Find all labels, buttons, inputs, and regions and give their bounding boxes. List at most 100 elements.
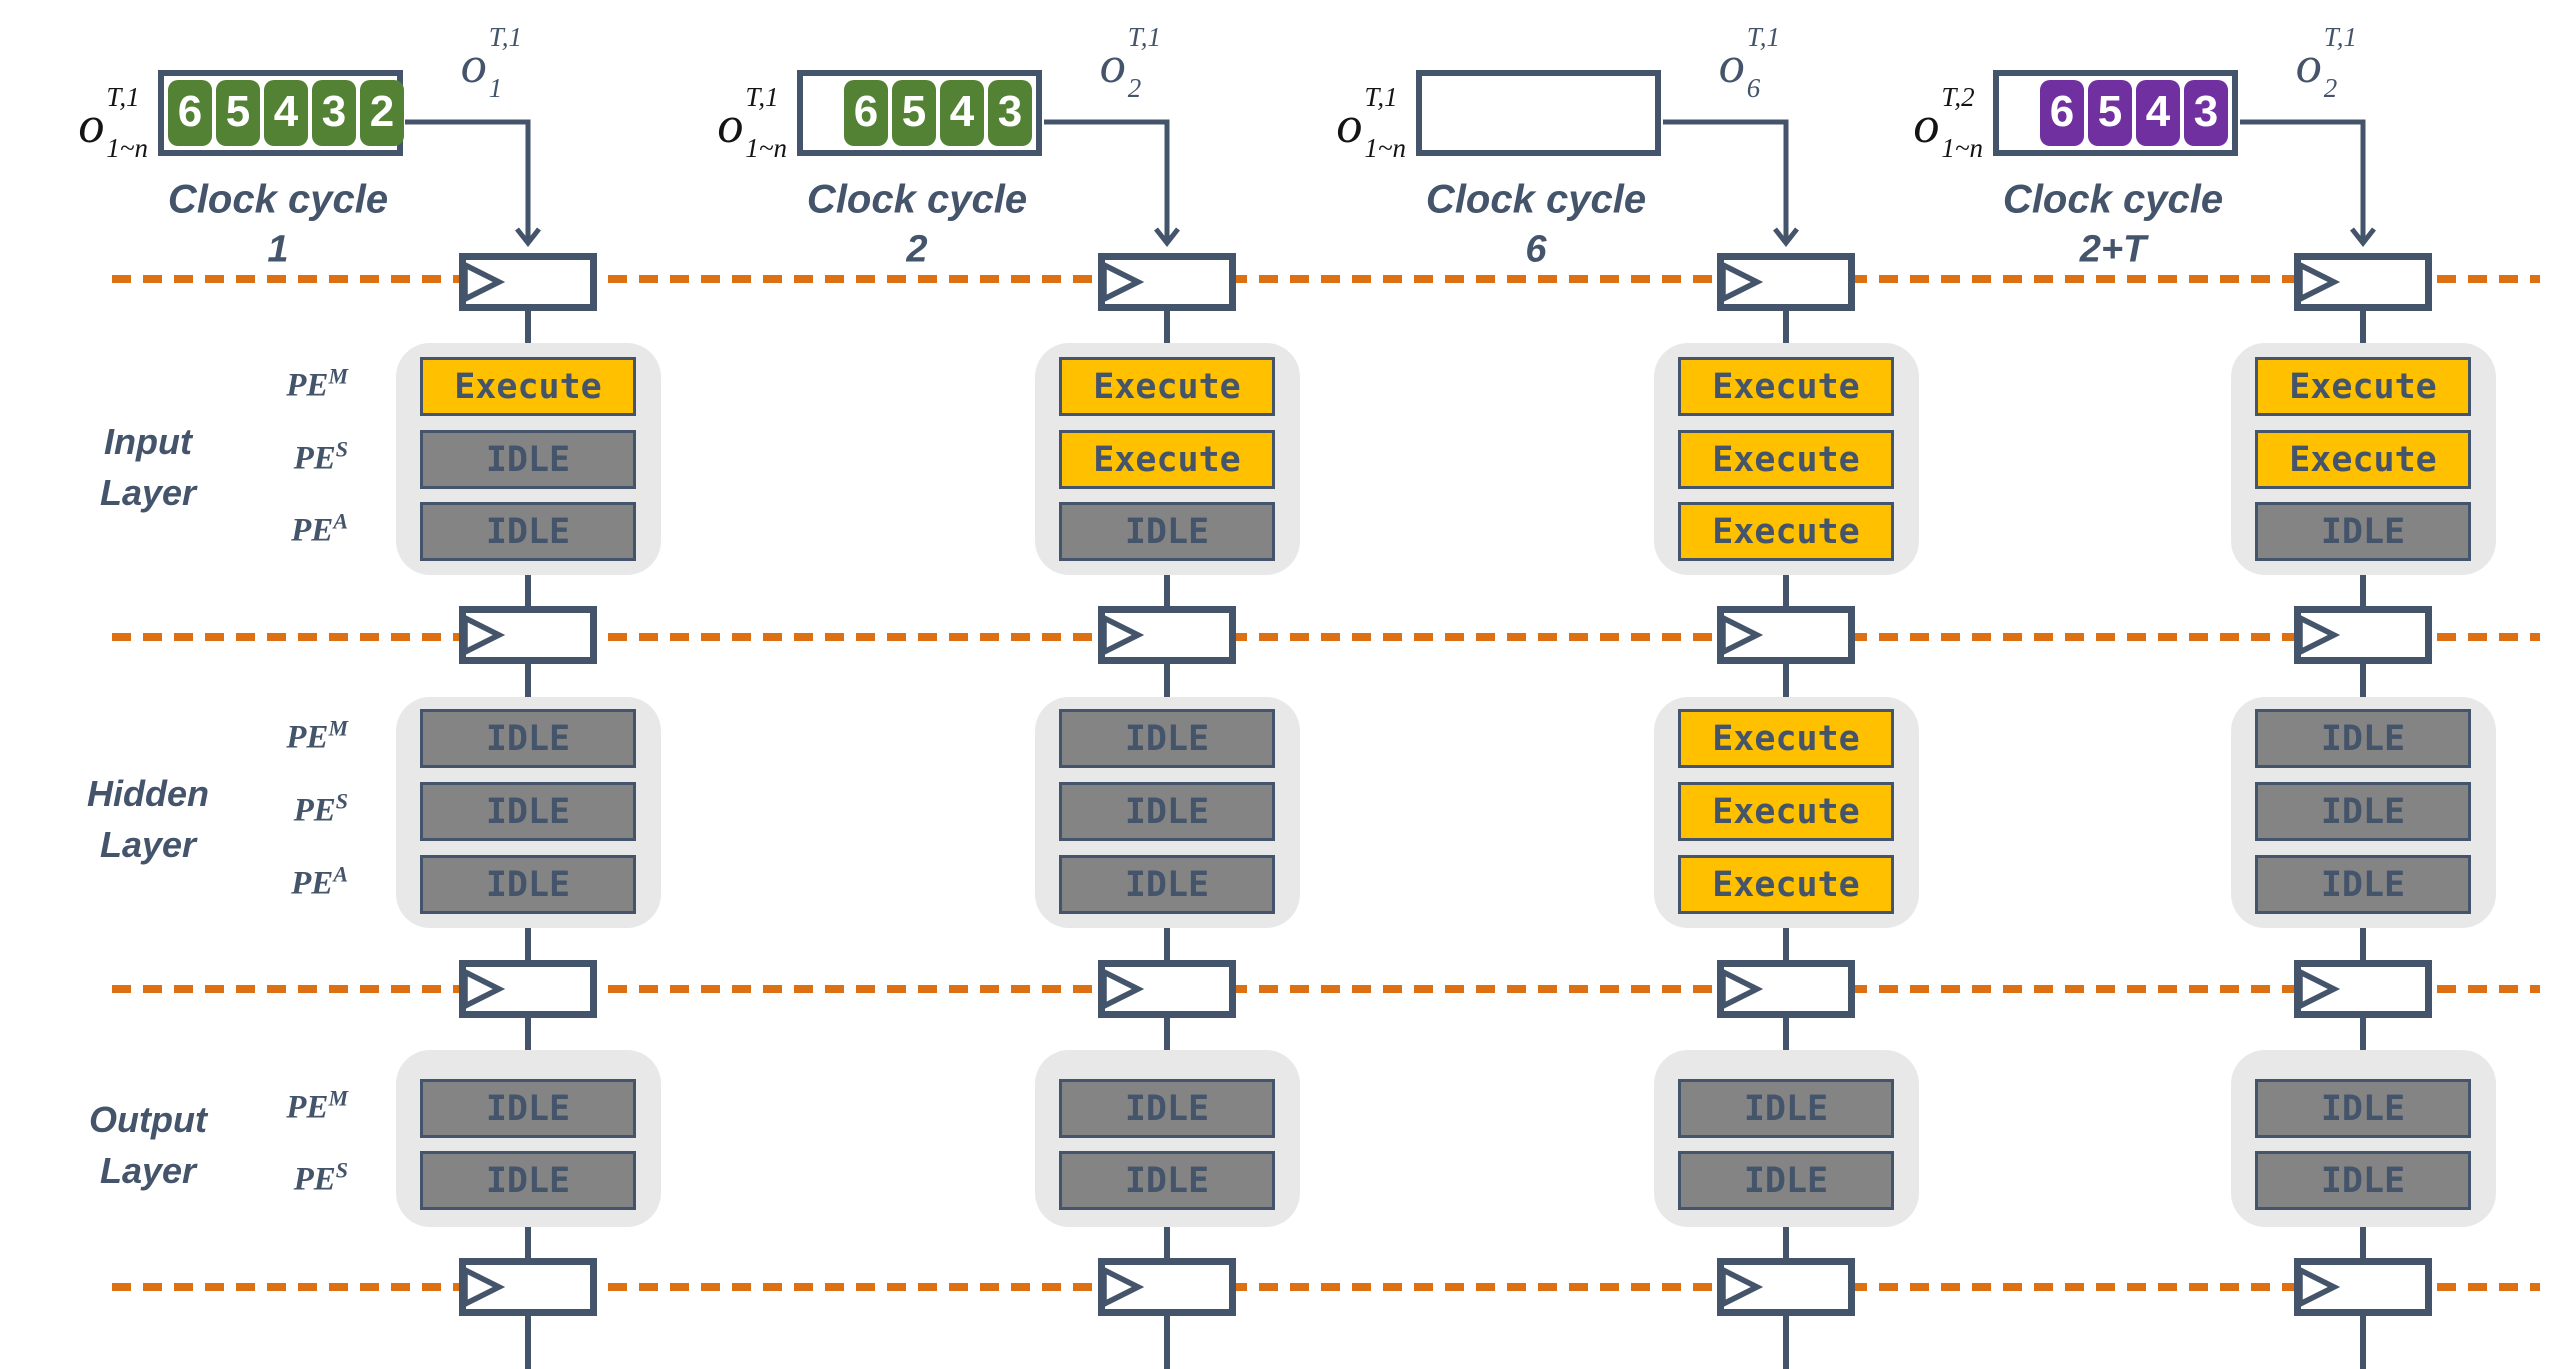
register <box>459 606 597 664</box>
queue-cell: 5 <box>216 80 260 146</box>
queue-cell: 5 <box>892 80 936 146</box>
column-spine <box>525 661 531 700</box>
pe-state-box: Execute <box>1678 430 1894 489</box>
pe-state-box: IDLE <box>2255 855 2471 914</box>
pe-label-type: A <box>333 861 348 887</box>
pe-label-base: PE <box>286 367 329 404</box>
register <box>1098 253 1236 311</box>
clock-edge-dashed-line <box>112 633 2540 641</box>
register <box>459 960 597 1018</box>
queue-output-label-sup: T,1 <box>1127 22 1161 52</box>
pe-label-type: S <box>335 436 348 462</box>
pe-label-base: PE <box>286 1089 329 1126</box>
pe-state-box: IDLE <box>420 709 636 768</box>
queue-output-label: o T,1 2 <box>1100 24 1161 102</box>
queue-output-label-sub: 6 <box>1746 73 1761 103</box>
layer-label-output: Output <box>89 1099 207 1140</box>
queue-output-arrow <box>1044 119 1170 240</box>
queue-input-label-scripts: T,1 1~n <box>106 84 148 162</box>
pe-state-box: IDLE <box>2255 709 2471 768</box>
column-spine <box>525 311 531 346</box>
column-spine <box>2360 661 2366 700</box>
queue-input-label-scripts: T,1 1~n <box>745 84 787 162</box>
column-spine <box>2360 1225 2366 1261</box>
pe-label: PES <box>148 790 348 830</box>
pe-state-box: IDLE <box>420 430 636 489</box>
output-queue <box>1416 70 1661 156</box>
clock-edge-dashed-line <box>112 985 2540 993</box>
clock-cycle-value: 2+T <box>2079 228 2147 271</box>
queue-cell: 4 <box>940 80 984 146</box>
column-spine <box>1164 575 1170 609</box>
layer-label-hidden: Layer <box>99 824 197 865</box>
pe-state-box: Execute <box>1678 709 1894 768</box>
pe-state-box: IDLE <box>420 1079 636 1138</box>
queue-cell: 6 <box>2040 80 2084 146</box>
queue-input-label-base: o <box>1336 97 1363 154</box>
pe-label: PEM <box>148 717 348 757</box>
column-spine <box>2360 1015 2366 1053</box>
column-spine <box>1783 925 1789 963</box>
pe-label: PES <box>148 1159 348 1199</box>
queue-output-label-sub: 1 <box>488 73 503 103</box>
layer-label-output: Layer <box>99 1150 197 1191</box>
pe-state-box: IDLE <box>2255 782 2471 841</box>
pe-state-box: IDLE <box>420 1151 636 1210</box>
queue-output-label-sub: 2 <box>1127 73 1142 103</box>
queue-output-label-scripts: T,1 1 <box>489 24 522 102</box>
column-spine <box>525 925 531 963</box>
queue-cell: 6 <box>844 80 888 146</box>
queue-cell: 4 <box>2136 80 2180 146</box>
column-spine <box>525 1313 531 1369</box>
pe-label-base: PE <box>293 440 336 477</box>
pe-label: PES <box>148 438 348 478</box>
column-spine <box>1164 661 1170 700</box>
pe-state-box: IDLE <box>1059 782 1275 841</box>
queue-input-label-scripts: T,2 1~n <box>1941 84 1983 162</box>
pe-label-base: PE <box>286 719 329 756</box>
register <box>2294 1258 2432 1316</box>
pe-label: PEM <box>148 1087 348 1127</box>
column-spine <box>1783 575 1789 609</box>
clock-cycle-label: Clock cycle <box>806 177 1028 222</box>
column-spine <box>525 575 531 609</box>
queue-input-label-sub: 1~n <box>1364 133 1406 163</box>
layer-label-input: Input <box>104 421 192 462</box>
pe-label-type: S <box>335 1157 348 1183</box>
queue-input-label: o T,1 1~n <box>78 84 148 162</box>
column-spine <box>1783 1225 1789 1261</box>
clock-cycle-label: Clock cycle <box>167 177 389 222</box>
pe-label-base: PE <box>293 1161 336 1198</box>
pe-state-box: IDLE <box>1678 1079 1894 1138</box>
column-spine <box>1783 311 1789 346</box>
queue-output-label-base: o <box>1718 37 1745 94</box>
queue-cell: 3 <box>312 80 356 146</box>
queue-output-label-base: o <box>1099 37 1126 94</box>
register <box>1717 960 1855 1018</box>
arrowhead-icon <box>2350 227 2376 248</box>
queue-input-label: o T,2 1~n <box>1913 84 1983 162</box>
queue-input-label-scripts: T,1 1~n <box>1364 84 1406 162</box>
clock-cycle-label: Clock cycle <box>1425 177 1647 222</box>
pe-state-box: IDLE <box>2255 1151 2471 1210</box>
clock-cycle-value: 6 <box>1525 228 1547 271</box>
queue-output-label: o T,1 1 <box>461 24 522 102</box>
layer-label-input: Layer <box>99 472 197 513</box>
pe-label: PEM <box>148 365 348 405</box>
register <box>2294 606 2432 664</box>
arrowhead-icon <box>1773 227 1799 248</box>
pe-state-box: IDLE <box>1059 502 1275 561</box>
pe-state-box: IDLE <box>420 782 636 841</box>
register <box>1717 1258 1855 1316</box>
queue-output-label-sup: T,1 <box>488 22 522 52</box>
queue-output-arrow <box>2240 119 2366 240</box>
queue-output-label-sub: 2 <box>2323 73 2338 103</box>
queue-input-label-sub: 1~n <box>745 133 787 163</box>
clock-cycle-label: Clock cycle <box>2002 177 2224 222</box>
queue-output-label-base: o <box>460 37 487 94</box>
column-spine <box>525 1225 531 1261</box>
